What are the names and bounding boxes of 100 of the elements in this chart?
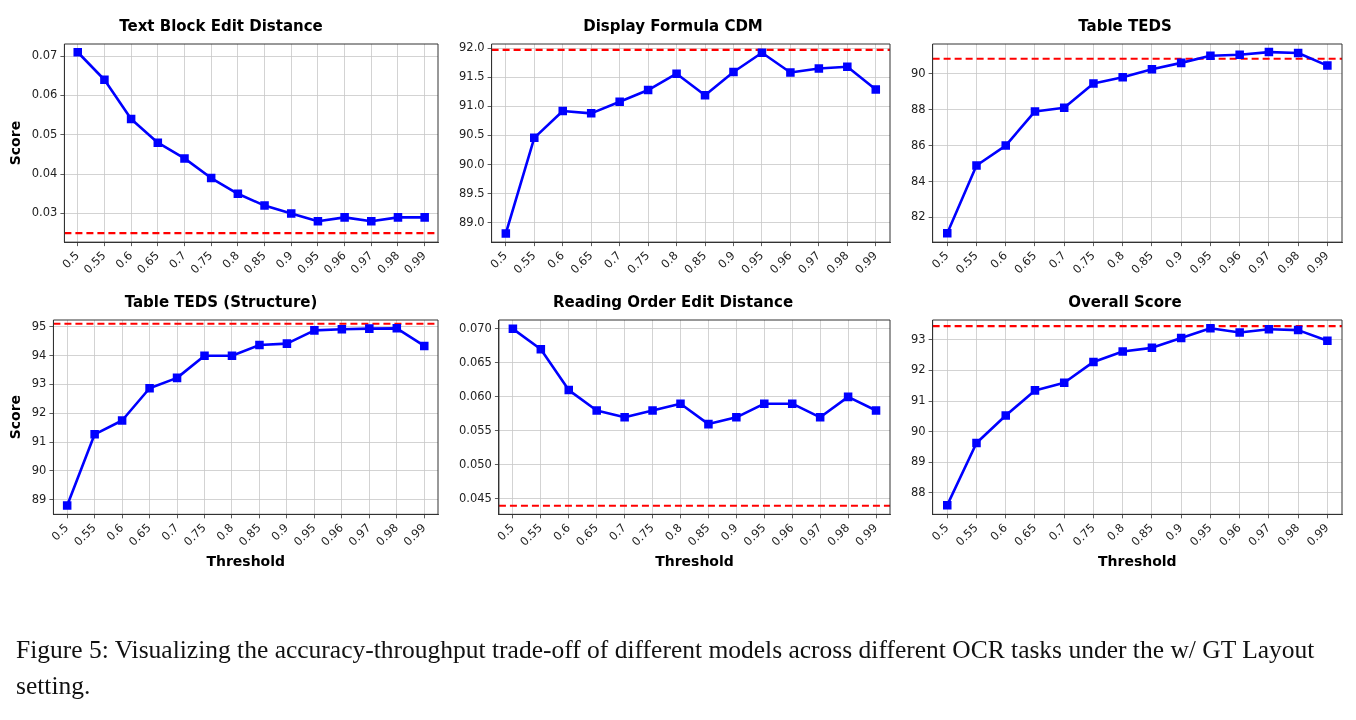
point	[942, 500, 952, 510]
point	[1323, 336, 1332, 346]
y-tick-label: 89	[910, 454, 926, 469]
y-tick-label: 93	[31, 376, 47, 391]
point	[117, 416, 127, 425]
point	[337, 324, 347, 334]
point	[1176, 58, 1186, 68]
point	[1264, 324, 1274, 334]
y-tick-label: 0.055	[458, 422, 492, 437]
point	[558, 106, 568, 116]
x-tick-label: 0.8	[661, 520, 685, 544]
point	[62, 501, 72, 510]
point	[200, 351, 209, 360]
point	[393, 213, 403, 222]
y-tick-label: 0.065	[458, 354, 492, 369]
point	[1089, 357, 1098, 367]
y-tick-label: 0.06	[31, 87, 58, 102]
point	[227, 351, 237, 360]
x-tick-label: 0.7	[158, 520, 182, 544]
chart-title: Display Formula CDM	[583, 16, 763, 35]
y-tick-label: 88	[910, 484, 926, 499]
y-axis-title: Score	[7, 120, 24, 166]
x-tick-label: 0.6	[103, 520, 127, 544]
point	[1030, 107, 1040, 116]
point	[282, 339, 292, 348]
y-tick-label: 90.5	[459, 127, 485, 142]
point	[100, 75, 109, 85]
x-tick-label: 0.9	[714, 248, 738, 272]
point	[732, 413, 741, 422]
y-tick-label: 82	[910, 209, 926, 224]
y-tick-label: 91	[31, 434, 47, 449]
point	[700, 91, 710, 100]
point	[972, 438, 981, 448]
y-tick-label: 89.5	[459, 185, 485, 200]
point	[310, 326, 319, 335]
point	[648, 406, 657, 415]
chart-title: Table TEDS (Structure)	[124, 292, 318, 311]
x-tick-label: 0.9	[1162, 520, 1186, 544]
caption: Figure 5: Visualizing the accuracy-throughput trade-off of different models across different OCR tasks under the w/ GT Layout setting.	[16, 634, 1316, 702]
x-tick-label: 0.6	[550, 520, 573, 544]
y-tick-label: 84	[910, 173, 926, 188]
x-tick-label: 0.9	[1162, 248, 1186, 272]
point	[286, 209, 296, 218]
point	[313, 217, 323, 226]
y-tick-label: 0.060	[458, 388, 492, 403]
x-tick-label: 0.7	[1045, 520, 1069, 544]
x-tick-label: 0.6	[987, 520, 1010, 544]
x-tick-label: 0.6	[987, 248, 1010, 272]
x-tick-label: 0.8	[1104, 248, 1127, 272]
point	[814, 64, 824, 73]
point	[1293, 48, 1303, 58]
point	[153, 138, 163, 147]
point	[643, 85, 653, 95]
y-tick-label: 0.045	[458, 490, 492, 505]
point	[1147, 343, 1157, 353]
y-tick-label: 89	[31, 491, 47, 506]
x-tick-label: 0.5	[928, 248, 952, 272]
x-tick-label: 0.9	[268, 520, 292, 544]
point	[620, 413, 629, 422]
point	[90, 430, 99, 439]
x-tick-label: 0.9	[717, 520, 741, 544]
point	[420, 213, 429, 222]
x-tick-label: 0.7	[606, 520, 629, 544]
y-tick-label: 94	[31, 347, 47, 362]
point	[1206, 323, 1215, 333]
point	[1235, 50, 1244, 60]
point	[704, 419, 713, 429]
x-tick-label: 0.7	[1045, 248, 1069, 272]
y-tick-label: 88	[910, 101, 926, 116]
chart-title: Text Block Edit Distance	[119, 16, 323, 35]
point	[787, 399, 797, 408]
point	[508, 324, 518, 334]
point	[1176, 333, 1186, 343]
y-tick-label: 91.0	[459, 98, 485, 113]
point	[1264, 47, 1274, 57]
point	[1118, 347, 1127, 356]
point	[1293, 325, 1303, 335]
y-axis-title: Score	[7, 394, 24, 440]
point	[1323, 61, 1332, 70]
point	[786, 68, 795, 77]
point	[536, 344, 546, 354]
y-tick-label: 90.0	[459, 156, 485, 171]
x-tick-label: 0.5	[928, 520, 952, 544]
x-tick-label: 0.9	[272, 248, 296, 272]
x-axis-title: Threshold	[206, 553, 286, 570]
point	[676, 399, 685, 408]
chart-title: Overall Score	[1068, 292, 1182, 311]
point	[815, 413, 825, 422]
point	[530, 133, 539, 143]
point	[871, 406, 881, 415]
x-tick-label: 0.7	[165, 248, 189, 272]
point	[972, 161, 981, 170]
point	[757, 48, 767, 58]
point	[1001, 141, 1010, 150]
point	[672, 69, 681, 78]
point	[871, 85, 881, 94]
y-tick-label: 95	[31, 318, 47, 333]
point	[1235, 328, 1244, 337]
y-tick-label: 90	[31, 462, 47, 477]
y-tick-label: 92.0	[459, 40, 485, 55]
